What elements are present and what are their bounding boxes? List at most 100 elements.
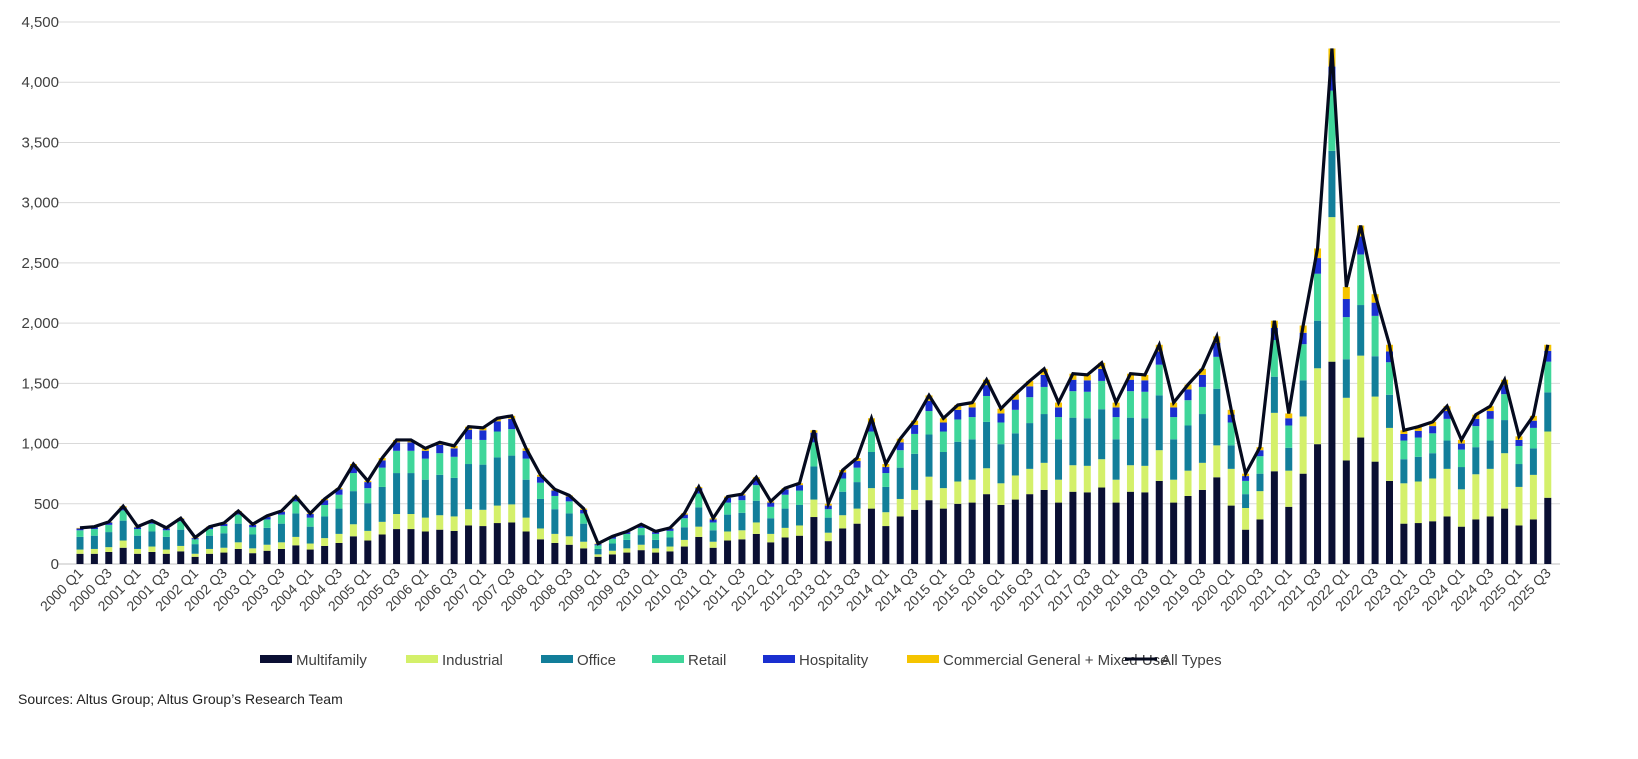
bar-segment-retail	[925, 411, 933, 435]
bar-segment-hospitality	[1328, 66, 1336, 91]
bar-segment-retail	[335, 494, 343, 509]
bar-segment-retail	[853, 467, 861, 483]
bar-segment-office	[580, 523, 588, 542]
bar-segment-hospitality	[1026, 386, 1034, 398]
bar-segment-retail	[1213, 356, 1221, 389]
bar-segment-retail	[824, 509, 832, 518]
bar-segment-multifamily	[306, 549, 314, 564]
bar-segment-industrial	[421, 517, 429, 532]
bar-segment-multifamily	[134, 553, 142, 564]
bar-segment-office	[1112, 439, 1120, 480]
bar-segment-industrial	[1342, 397, 1350, 461]
bar-segment-office	[1314, 320, 1322, 369]
bar-segment-hospitality	[911, 424, 919, 434]
bar-segment-multifamily	[1385, 480, 1393, 564]
bar-segment-office	[867, 451, 875, 489]
bar-segment-office	[1501, 420, 1509, 454]
bar-segment-hospitality	[1357, 236, 1365, 255]
legend-label: Hospitality	[799, 652, 869, 669]
bar-segment-multifamily	[508, 522, 516, 564]
bar-segment-industrial	[479, 509, 487, 527]
bar-segment-industrial	[105, 547, 113, 552]
bar-segment-hospitality	[968, 407, 976, 418]
y-tick-label: 1,000	[21, 436, 59, 453]
bar-segment-industrial	[148, 546, 156, 552]
bar-segment-office	[508, 455, 516, 505]
bar-segment-industrial	[853, 508, 861, 524]
bar-segment-multifamily	[1242, 529, 1250, 564]
bar-segment-industrial	[1126, 465, 1134, 492]
bar-segment-office	[1515, 464, 1523, 487]
bar-segment-office	[925, 434, 933, 477]
bar-segment-retail	[148, 523, 156, 532]
y-tick-label: 0	[51, 556, 59, 573]
bar-segment-retail	[1457, 449, 1465, 468]
bar-segment-hospitality	[752, 479, 760, 486]
legend-swatch	[541, 655, 573, 663]
bar-segment-multifamily	[421, 531, 429, 564]
bar-segment-retail	[1184, 400, 1192, 426]
bar-segment-industrial	[436, 515, 444, 530]
bar-segment-retail	[1385, 362, 1393, 395]
bar-segment-hospitality	[450, 448, 458, 457]
bar-segment-multifamily	[580, 548, 588, 564]
bar-segment-retail	[709, 522, 717, 531]
bar-segment-retail	[522, 458, 530, 480]
bar-segment-office	[1170, 439, 1178, 480]
bar-segment-industrial	[1285, 470, 1293, 507]
bar-segment-hospitality	[522, 450, 530, 459]
bar-segment-office	[796, 504, 803, 526]
bar-segment-office	[220, 533, 228, 548]
bar-segment-retail	[292, 501, 300, 514]
bar-segment-multifamily	[1429, 521, 1437, 564]
bar-segment-industrial	[1400, 483, 1408, 524]
legend-swatch	[260, 655, 292, 663]
bar-segment-retail	[652, 533, 660, 540]
bar-segment-hospitality	[1083, 380, 1091, 392]
bar-segment-industrial	[1270, 412, 1278, 472]
bar-segment-retail	[767, 506, 775, 519]
bar-segment-multifamily	[882, 526, 890, 564]
bar-segment-retail	[134, 529, 142, 536]
bar-segment-industrial	[939, 488, 947, 509]
bar-segment-hospitality	[393, 442, 401, 451]
bar-segment-office	[1069, 417, 1077, 466]
bar-segment-retail	[810, 442, 818, 467]
bar-segment-office	[738, 512, 746, 531]
bar-segment-multifamily	[911, 509, 919, 564]
bar-segment-commercial-general-mixed-use	[1342, 286, 1350, 300]
bar-segment-retail	[623, 533, 631, 540]
bar-segment-retail	[191, 539, 199, 545]
bar-segment-retail	[911, 433, 919, 454]
legend-swatch	[763, 655, 795, 663]
bar-segment-industrial	[234, 542, 242, 549]
bar-segment-retail	[1242, 480, 1250, 495]
bar-segment-office	[1227, 445, 1235, 469]
bar-segment-hospitality	[1414, 430, 1422, 438]
bar-segment-multifamily	[695, 536, 703, 564]
bar-segment-industrial	[450, 516, 458, 531]
bar-segment-industrial	[1501, 453, 1509, 509]
bar-segment-office	[637, 535, 645, 545]
bar-segment-retail	[407, 450, 415, 474]
bar-segment-retail	[1357, 254, 1365, 306]
bar-segment-retail	[1227, 422, 1235, 446]
bar-segment-multifamily	[824, 541, 832, 564]
bar-segment-office	[191, 544, 199, 554]
bar-segment-multifamily	[1184, 495, 1192, 564]
bar-segment-retail	[1299, 344, 1307, 381]
bar-segment-office	[767, 518, 775, 534]
y-tick-label: 3,500	[21, 134, 59, 151]
bar-segment-office	[1055, 439, 1063, 480]
bar-segment-multifamily	[479, 526, 487, 564]
bar-segment-commercial-general-mixed-use	[1486, 406, 1494, 412]
bar-segment-hospitality	[954, 409, 962, 420]
bar-segment-hospitality	[1314, 258, 1322, 274]
bar-segment-office	[162, 536, 170, 550]
bar-segment-industrial	[306, 543, 314, 550]
bar-segment-industrial	[565, 536, 573, 545]
bar-segment-hospitality	[1055, 407, 1063, 418]
bar-segment-multifamily	[1328, 361, 1336, 564]
legend-label: All Types	[1161, 652, 1222, 669]
bar-segment-industrial	[1141, 465, 1149, 493]
